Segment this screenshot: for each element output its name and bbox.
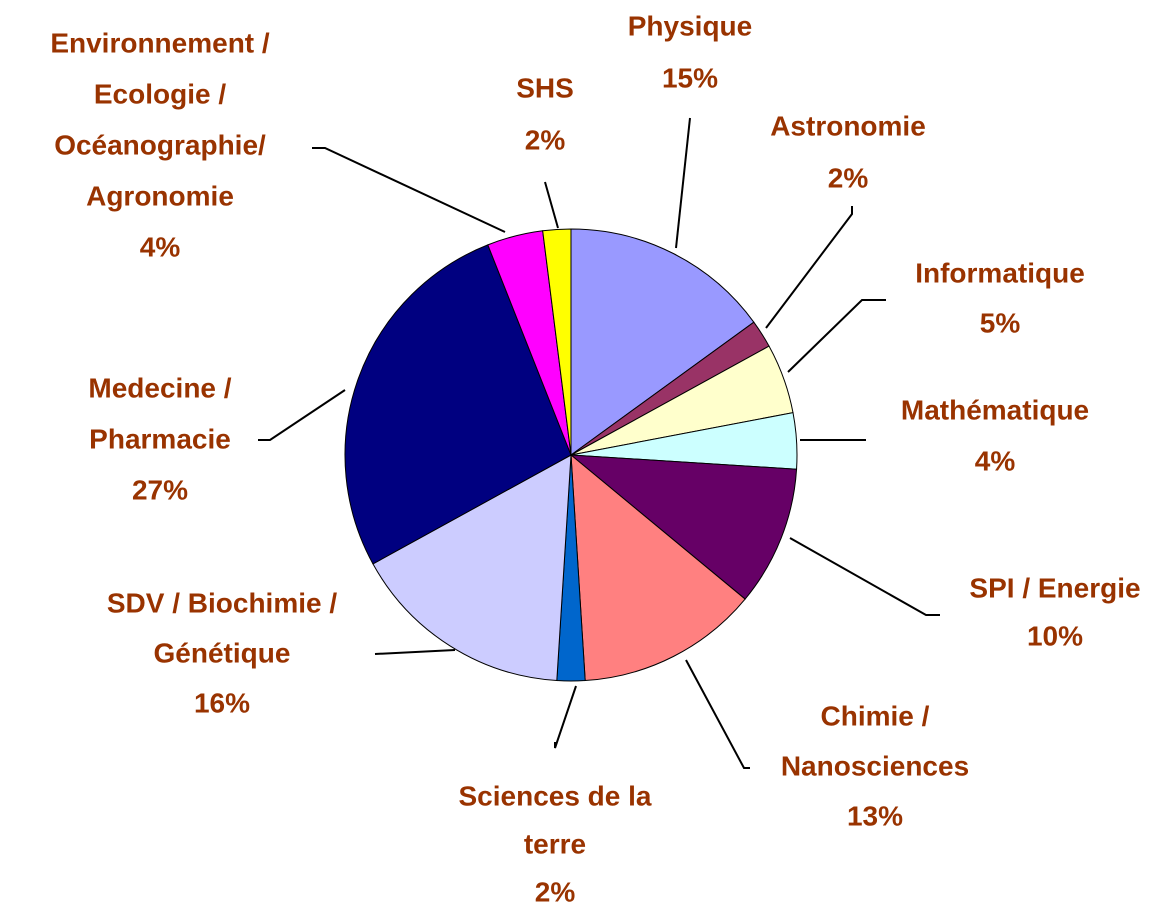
leader-line: [554, 685, 577, 749]
leader-line: [765, 206, 853, 329]
slice-label: Océanographie/: [54, 129, 266, 160]
slice-label: Medecine /: [88, 372, 231, 403]
slice-label: Environnement /: [50, 27, 270, 58]
slice-label: Mathématique: [901, 394, 1089, 425]
leader-line: [685, 659, 750, 769]
pie-slice: [570, 228, 755, 456]
slice-label: Informatique: [915, 257, 1085, 288]
slice-label: Nanosciences: [781, 750, 969, 781]
slice-label: terre: [524, 828, 586, 859]
slice-label: Agronomie: [86, 180, 234, 211]
pie-slice: [372, 454, 572, 682]
value-label: 16%: [194, 687, 250, 718]
leader-line: [374, 649, 456, 655]
slice-label: Astronomie: [770, 110, 926, 141]
pie-slice: [569, 454, 798, 600]
pie-slice: [344, 244, 572, 565]
slice-label: Pharmacie: [89, 423, 231, 454]
slice-label: SHS: [516, 72, 574, 103]
slice-label: Chimie /: [821, 700, 930, 731]
leader-line: [789, 537, 940, 616]
value-label: 2%: [535, 876, 576, 907]
value-label: 4%: [140, 231, 181, 262]
leader-line: [312, 147, 506, 233]
slice-label: Ecologie /: [94, 78, 226, 109]
pie-slice: [542, 228, 572, 456]
value-label: 4%: [975, 445, 1016, 476]
value-label: 10%: [1027, 620, 1083, 651]
value-label: 5%: [980, 307, 1021, 338]
slice-label: SDV / Biochimie /: [107, 587, 337, 618]
leader-line: [787, 299, 886, 373]
value-label: 27%: [132, 474, 188, 505]
slice-label: Génétique: [154, 637, 291, 668]
value-label: 2%: [525, 124, 566, 155]
slice-label: Sciences de la: [458, 780, 651, 811]
slice-label: SPI / Energie: [969, 572, 1140, 603]
leader-line: [258, 389, 346, 441]
value-label: 2%: [828, 162, 869, 193]
leader-line: [675, 117, 691, 249]
value-label: 15%: [662, 62, 718, 93]
slice-label: Physique: [628, 10, 752, 41]
leader-line: [544, 181, 559, 229]
pie-slice: [570, 453, 746, 682]
value-label: 13%: [847, 800, 903, 831]
